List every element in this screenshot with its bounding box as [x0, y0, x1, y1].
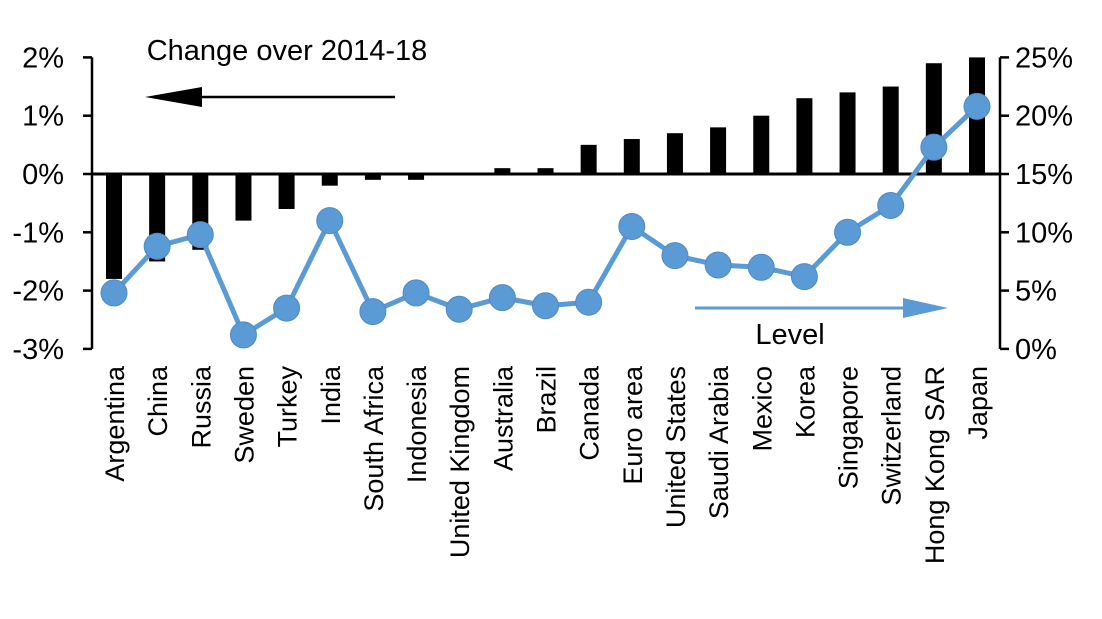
bar-indonesia [408, 174, 425, 180]
category-label-china: China [143, 365, 173, 437]
category-label-united-states: United States [661, 366, 691, 528]
bar-turkey [278, 174, 295, 209]
category-label-turkey: Turkey [273, 366, 303, 448]
marker-china [143, 232, 171, 260]
category-label-japan: Japan [963, 366, 993, 440]
marker-india [316, 207, 344, 235]
category-label-korea: Korea [790, 365, 820, 438]
line-series [100, 92, 991, 349]
left-tick-label: 1% [22, 101, 64, 133]
right-tick-label: 0% [1015, 334, 1057, 366]
bar-united-states [666, 133, 683, 174]
bar-switzerland [882, 86, 899, 174]
bar-brazil [537, 168, 554, 174]
bar-mexico [753, 115, 770, 174]
marker-saudi-arabia [704, 251, 732, 279]
category-label-australia: Australia [488, 365, 518, 471]
category-label-saudi-arabia: Saudi Arabia [704, 365, 734, 519]
marker-united-states [661, 242, 689, 270]
bar-australia [494, 168, 511, 174]
marker-switzerland [877, 191, 905, 219]
marker-mexico [747, 253, 775, 281]
category-label-sweden: Sweden [229, 366, 259, 464]
marker-hong-kong-sar [920, 133, 948, 161]
marker-united-kingdom [445, 295, 473, 323]
bar-series-label: Change over 2014-18 [146, 35, 428, 67]
marker-russia [186, 221, 214, 249]
line-series-label: Level [755, 319, 825, 351]
category-label-switzerland: Switzerland [877, 366, 907, 506]
marker-australia [488, 284, 516, 312]
left-tick-label: -3% [12, 334, 64, 366]
category-labels: Argentina China Russia Sweden Turkey India Sou… [100, 365, 993, 564]
marker-singapore [834, 218, 862, 246]
marker-argentina [100, 279, 128, 307]
category-label-argentina: Argentina [100, 365, 130, 482]
marker-sweden [229, 321, 257, 349]
bar-series [106, 57, 985, 279]
category-label-south-africa: South Africa [359, 365, 389, 512]
category-label-euro-area: Euro area [618, 365, 648, 485]
left-tick-label: -1% [12, 217, 64, 249]
left-tick-label: 0% [22, 159, 64, 191]
category-label-brazil: Brazil [532, 366, 562, 434]
category-label-hong-kong-sar: Hong Kong SAR [920, 366, 950, 564]
marker-korea [790, 263, 818, 291]
bar-argentina [106, 174, 122, 279]
axis-left: 2% 1% 0% -1% -2% -3% [12, 42, 94, 366]
category-label-canada: Canada [575, 365, 605, 461]
bar-saudi-arabia [710, 127, 727, 174]
bar-south-africa [364, 174, 381, 180]
left-tick-label: 2% [22, 42, 64, 74]
bar-korea [796, 98, 813, 174]
right-tick-label: 20% [1015, 101, 1073, 133]
category-label-india: India [316, 365, 346, 425]
right-tick-label: 10% [1015, 217, 1073, 249]
marker-canada [575, 288, 603, 316]
marker-japan [963, 92, 991, 120]
axis-right: 25% 20% 15% 10% 5% 0% [998, 42, 1073, 366]
category-label-indonesia: Indonesia [402, 365, 432, 483]
marker-turkey [273, 294, 301, 322]
left-tick-label: -2% [12, 276, 64, 308]
line-annotation-arrow [695, 298, 948, 318]
category-label-russia: Russia [186, 365, 216, 449]
marker-south-africa [359, 298, 387, 326]
bar-india [321, 174, 338, 186]
right-tick-label: 25% [1015, 42, 1073, 74]
bar-canada [580, 144, 597, 174]
bar-annotation-arrow [145, 87, 395, 107]
right-tick-label: 5% [1015, 276, 1057, 308]
bar-euro-area [623, 139, 640, 174]
bar-sweden [235, 174, 252, 221]
marker-euro-area [618, 212, 646, 240]
category-label-singapore: Singapore [834, 366, 864, 489]
right-tick-label: 15% [1015, 159, 1073, 191]
category-label-mexico: Mexico [747, 366, 777, 452]
marker-indonesia [402, 279, 430, 307]
marker-brazil [532, 292, 559, 320]
bar-singapore [839, 92, 856, 174]
category-label-united-kingdom: United Kingdom [445, 366, 475, 558]
